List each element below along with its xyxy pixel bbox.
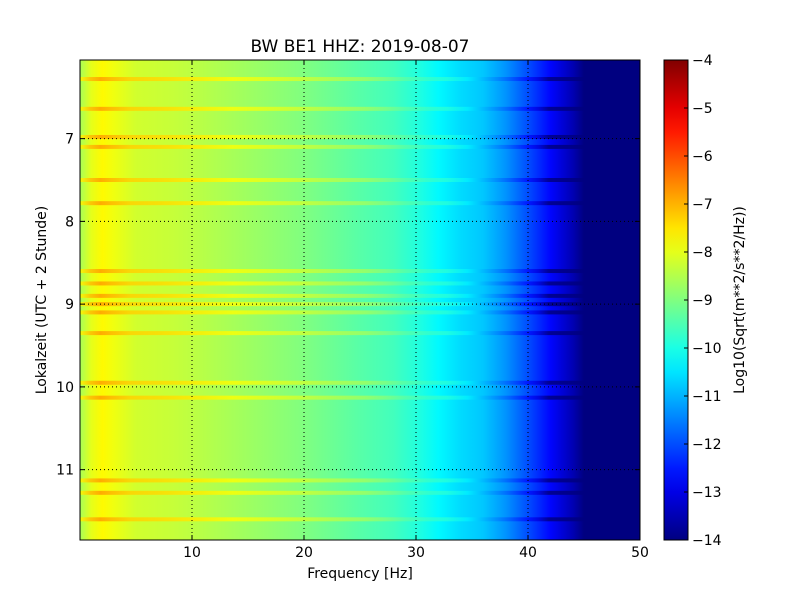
spectrogram-band [80, 380, 590, 385]
plot-frame [79, 59, 641, 541]
spectrogram-band [80, 106, 590, 111]
spectrogram-band [80, 293, 590, 298]
spectrogram-band [80, 331, 590, 336]
spectrogram-band [80, 395, 590, 400]
y-axis: 7 8 9 10 11 [56, 132, 640, 479]
spectrogram-band [80, 178, 590, 182]
spectrogram-background [80, 60, 640, 540]
spectrogram-band [80, 517, 590, 522]
colorbar-tick-label: −9 [692, 293, 713, 309]
x-tick-label: 20 [295, 545, 313, 561]
chart-title: BW BE1 HHZ: 2019-08-07 [250, 37, 469, 57]
spectrogram-band [80, 144, 590, 149]
spectrogram-band [80, 134, 590, 139]
colorbar-tick-label: −4 [692, 53, 713, 69]
spectrogram-band [80, 269, 590, 274]
x-tick-label: 40 [519, 545, 537, 561]
colorbar-ticks: −14 −13 −12 −11 −10 −9 −8 −7 −6 −5 −4 [684, 53, 722, 549]
x-tick-label: 30 [407, 545, 425, 561]
colorbar: −14 −13 −12 −11 −10 −9 −8 −7 −6 −5 −4 Log10(Sqrt(m… [663, 53, 748, 549]
spectrogram-band [80, 281, 590, 286]
spectrogram-band [80, 490, 590, 495]
x-axis: 10 20 30 40 50 [183, 60, 649, 561]
y-tick-label: 9 [65, 297, 74, 313]
colorbar-tick-label: −11 [692, 389, 722, 405]
colorbar-tick-label: −13 [692, 485, 722, 501]
grid-layer [80, 60, 640, 540]
x-tick-label: 50 [631, 545, 649, 561]
colorbar-label: Log10(Sqrt(m**2/s**2/Hz)) [732, 206, 748, 394]
x-tick-label: 10 [183, 545, 201, 561]
y-tick-label: 10 [56, 380, 74, 396]
plot-area [80, 60, 640, 540]
colorbar-tick-label: −14 [692, 533, 722, 549]
spectrogram-band [80, 201, 590, 206]
spectrogram-band [80, 302, 590, 307]
spectrogram-band [80, 478, 590, 483]
x-axis-label: Frequency [Hz] [307, 566, 413, 582]
band-layer [80, 77, 590, 522]
y-tick-label: 7 [65, 132, 74, 148]
y-tick-label: 11 [56, 463, 74, 479]
colorbar-tick-label: −12 [692, 437, 722, 453]
y-tick-label: 8 [65, 214, 74, 230]
colorbar-tick-label: −5 [692, 101, 713, 117]
colorbar-tick-label: −7 [692, 197, 713, 213]
spectrogram-band [80, 310, 590, 315]
spectrogram-band [80, 77, 590, 82]
colorbar-tick-label: −10 [692, 341, 722, 357]
colorbar-tick-label: −8 [692, 245, 713, 261]
colorbar-tick-label: −6 [692, 149, 713, 165]
y-axis-label: Lokalzeit (UTC + 2 Stunde) [34, 206, 50, 395]
